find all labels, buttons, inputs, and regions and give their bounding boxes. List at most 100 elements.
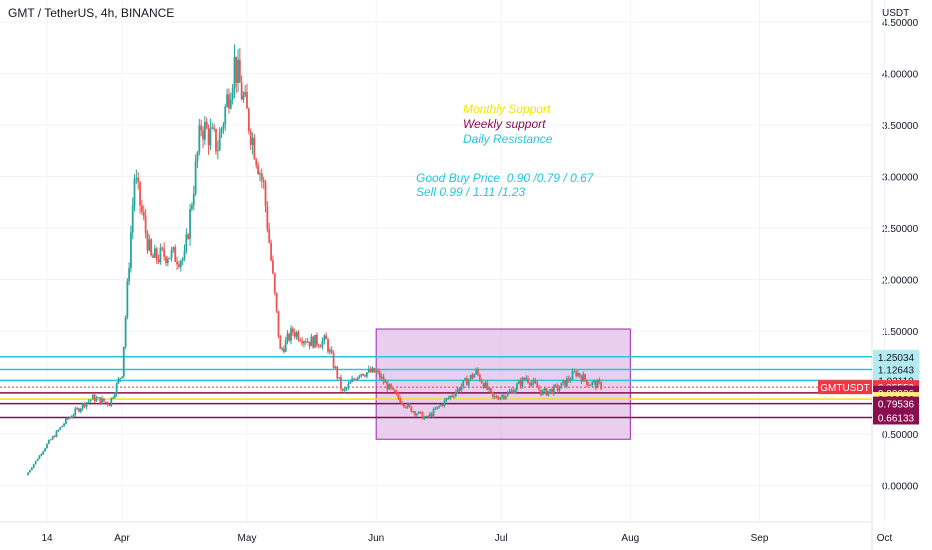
candle-body	[454, 391, 457, 397]
candle-body	[594, 381, 597, 388]
candle-body	[360, 373, 363, 376]
candle-body	[491, 391, 494, 397]
candle-body	[325, 335, 328, 340]
candle-body	[157, 259, 160, 263]
candle-body	[332, 353, 335, 368]
candle-body	[260, 173, 263, 180]
candle-body	[582, 374, 585, 382]
candle-body	[238, 59, 241, 83]
candle-body	[493, 396, 496, 398]
symbol-tag-bg	[818, 380, 872, 395]
candle-body	[124, 317, 127, 347]
candle-body	[397, 393, 400, 399]
candle-body	[40, 454, 43, 456]
candle-body	[516, 383, 518, 390]
candle-body	[189, 208, 191, 239]
candle-body	[495, 396, 498, 399]
candle-body	[419, 411, 422, 413]
candle-body	[103, 398, 105, 402]
candle-body	[257, 165, 260, 175]
candle-body	[306, 341, 309, 343]
candle-body	[577, 373, 579, 376]
candle-body	[55, 430, 58, 437]
candle-body	[482, 383, 485, 389]
candle-body	[523, 377, 526, 380]
candle-body	[543, 388, 546, 391]
candle-body	[192, 193, 195, 206]
candle-body	[406, 403, 409, 408]
candle-body	[251, 137, 254, 145]
candle-body	[384, 381, 387, 383]
candle-body	[477, 369, 479, 375]
candle-body	[478, 374, 481, 381]
candle-body	[371, 368, 374, 373]
candle-body	[399, 398, 402, 403]
candle-body	[517, 380, 520, 384]
candle-body	[74, 408, 77, 415]
candle-body	[540, 389, 542, 395]
candle-body	[34, 460, 37, 465]
candle-body	[578, 373, 581, 377]
candle-body	[347, 383, 350, 388]
candle-body	[336, 366, 339, 379]
candle-body	[575, 371, 578, 376]
candle-body	[226, 94, 228, 107]
candle-body	[53, 436, 56, 438]
candle-body	[536, 383, 539, 388]
candle-body	[93, 394, 96, 402]
candle-body	[63, 423, 65, 426]
candle-body	[600, 382, 603, 389]
candle-body	[44, 448, 47, 452]
candle-body	[264, 182, 267, 207]
candle-body	[310, 336, 313, 347]
candle-body	[443, 399, 446, 406]
candle-body	[209, 128, 212, 146]
candle-body	[229, 99, 232, 109]
candle-body	[438, 406, 441, 408]
level-label: 1.12643	[878, 366, 915, 377]
candle-body	[367, 368, 370, 373]
candle-body	[534, 380, 537, 384]
candle-body	[366, 372, 368, 377]
candle-body	[377, 370, 379, 372]
candle-body	[460, 386, 463, 391]
candle-body	[97, 397, 100, 399]
candle-body	[262, 179, 265, 183]
candle-body	[404, 406, 407, 408]
candle-body	[268, 229, 271, 243]
candle-body	[187, 234, 190, 239]
candle-body	[117, 379, 120, 384]
candle-body	[213, 127, 216, 130]
currency-label: USDT	[882, 8, 909, 19]
candle-body	[166, 259, 169, 264]
candle-body	[388, 384, 391, 390]
candle-body	[380, 376, 383, 379]
candle-body	[308, 341, 311, 347]
candle-body	[447, 397, 450, 399]
candle-body	[547, 391, 550, 396]
candle-body	[556, 385, 559, 391]
candle-body	[445, 398, 448, 400]
x-tick-label: Oct	[877, 533, 893, 544]
candle-body	[211, 127, 214, 129]
candle-body	[416, 413, 418, 416]
candle-body	[345, 387, 348, 389]
x-tick-label: May	[238, 533, 257, 544]
candle-body	[91, 394, 94, 400]
candle-body	[181, 258, 184, 261]
candle-body	[179, 260, 182, 267]
candle-body	[480, 380, 483, 384]
candle-body	[215, 129, 217, 152]
candle-body	[436, 406, 439, 409]
candle-body	[112, 397, 114, 399]
candle-body	[528, 382, 531, 386]
candle-body	[249, 131, 252, 145]
candle-body	[596, 380, 599, 388]
y-tick-label: 0.50000	[882, 430, 919, 441]
candle-body	[183, 251, 186, 259]
x-tick-label: Apr	[114, 533, 130, 544]
candle-body	[585, 379, 588, 385]
candle-body	[499, 396, 502, 400]
candle-body	[353, 378, 355, 380]
